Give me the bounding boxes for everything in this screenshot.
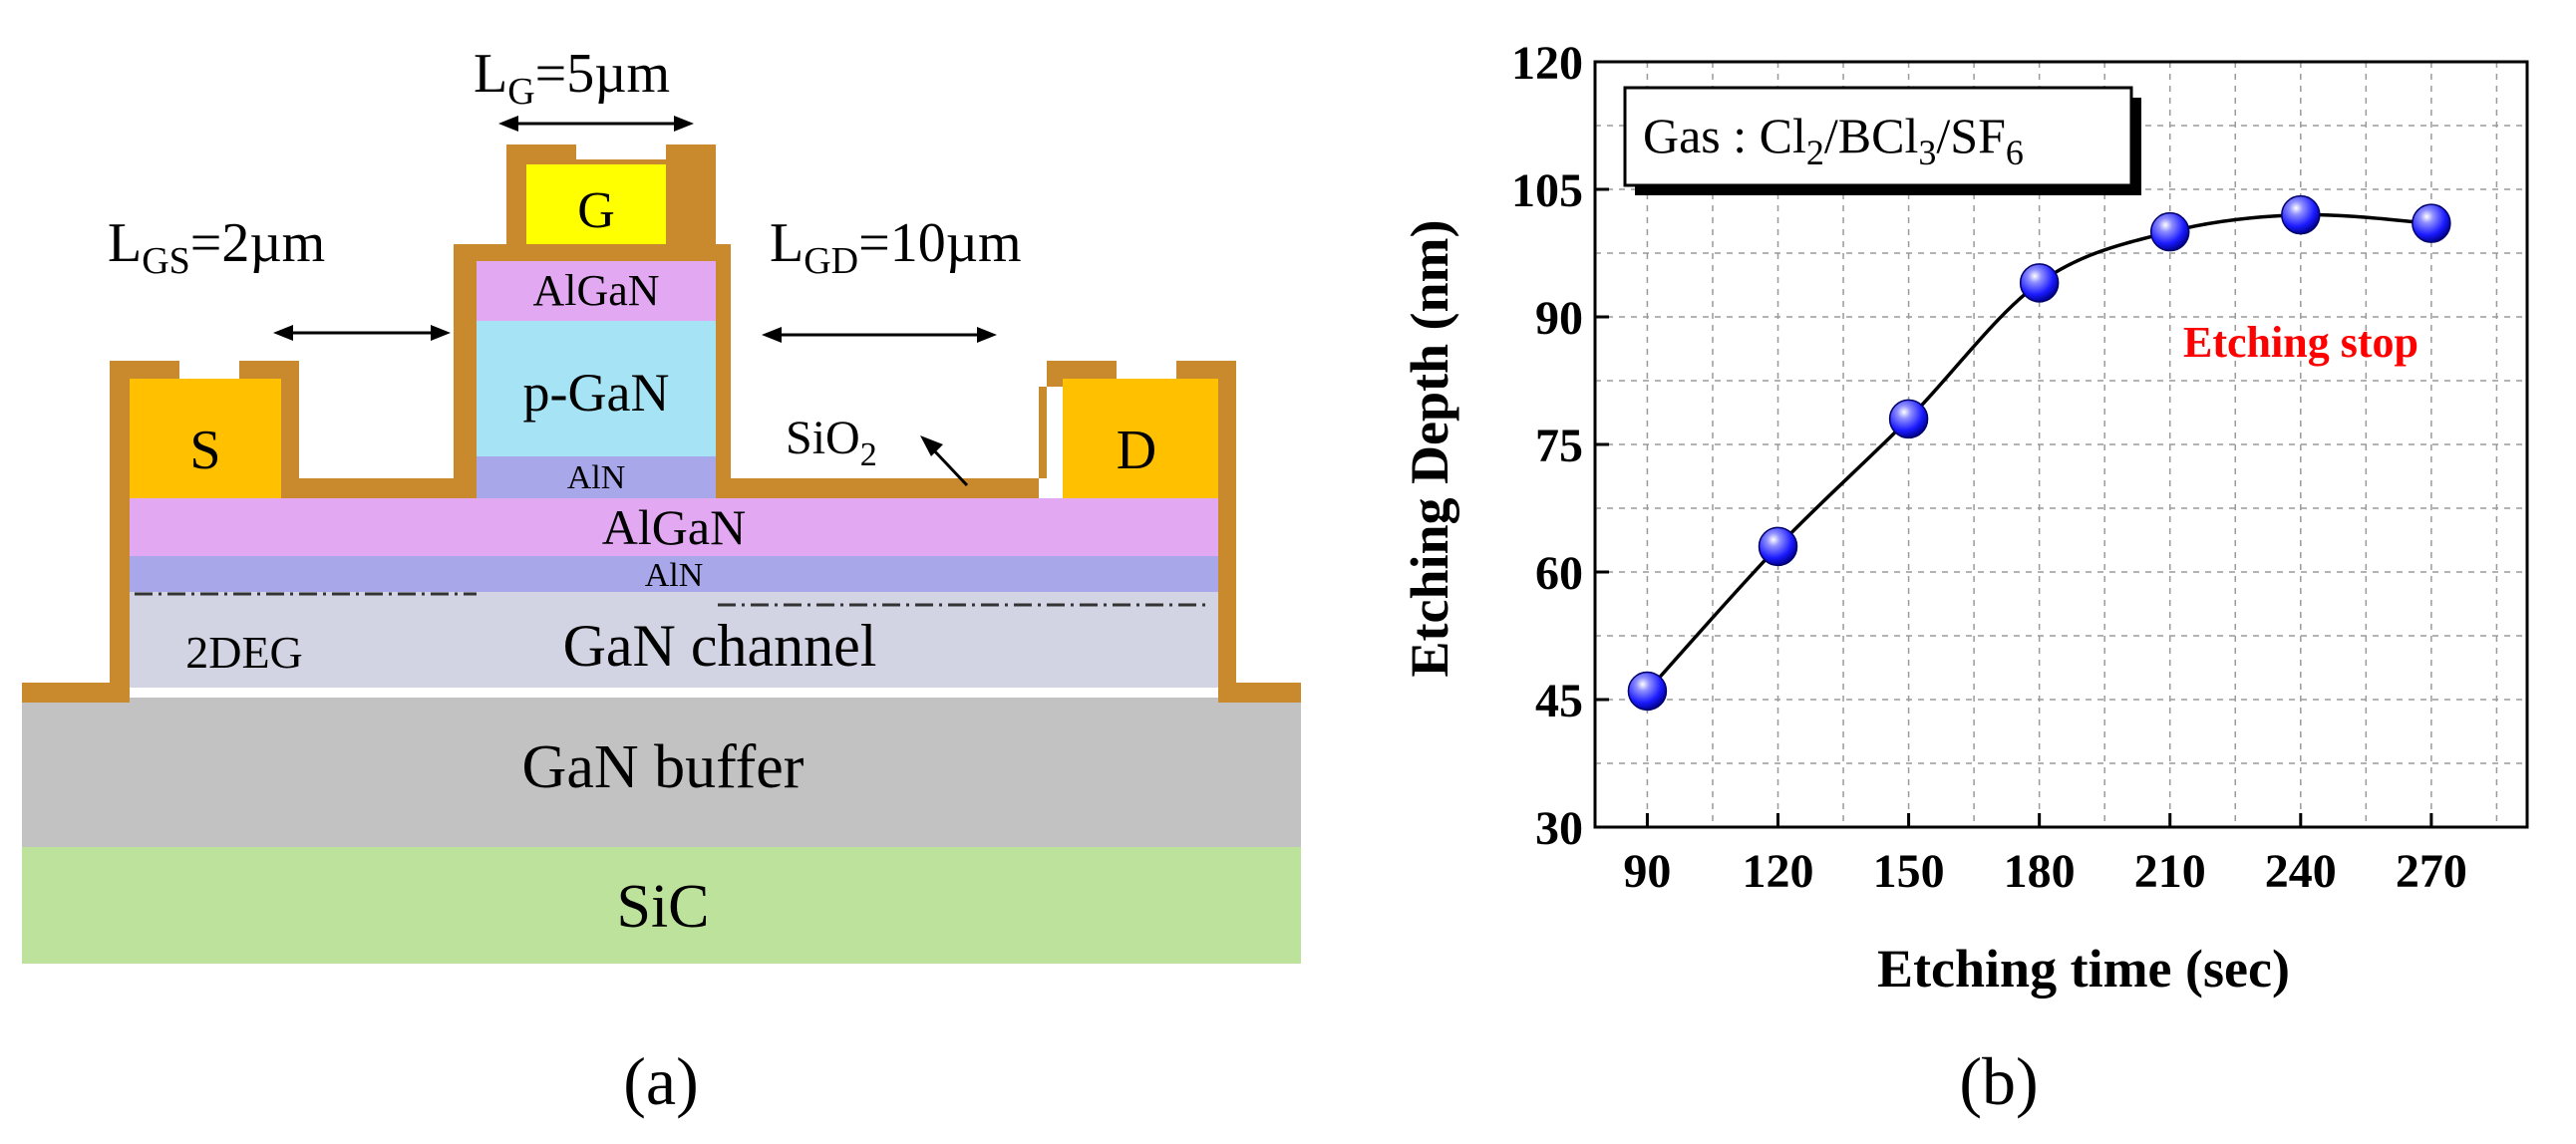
p-gan-label: p-GaN [523, 363, 670, 423]
etching-stop-annotation: Etching stop [2183, 318, 2418, 367]
x-tick-label: 180 [2004, 845, 2076, 898]
y-axis-label: Etching Depth (nm) [1400, 219, 1459, 677]
y-tick-label: 105 [1511, 164, 1583, 217]
gate-algan-layer [477, 261, 716, 321]
data-point [1627, 671, 1668, 712]
aln-label: AlN [645, 557, 704, 594]
x-tick-label: 120 [1743, 845, 1814, 898]
y-tick-label: 90 [1535, 292, 1583, 345]
gate-contact [526, 164, 666, 244]
device-cross-section: G S D AlGaN p-GaN AlN AlGaN AlN 2DEG GaN… [22, 43, 1301, 1119]
algan-label: AlGaN [602, 499, 746, 555]
sic-layer [22, 847, 1301, 964]
data-point [1758, 526, 1798, 567]
x-tick-label: 90 [1623, 845, 1671, 898]
p-gan-layer [477, 321, 716, 456]
data-point [1888, 399, 1929, 439]
lg-arrow-head-right [674, 116, 694, 132]
algan-layer [130, 498, 1218, 556]
2deg-label: 2DEG [185, 627, 303, 678]
x-tick-label: 150 [1873, 845, 1945, 898]
lgs-dimension-label: LGS=2µm [108, 212, 325, 282]
data-points [1627, 194, 2451, 712]
lgd-arrow-head-right [977, 327, 997, 343]
x-tick-label: 270 [2396, 845, 2467, 898]
sio2-label: SiO2 [786, 412, 877, 473]
data-point [2149, 211, 2190, 252]
sic-label: SiC [616, 873, 709, 941]
y-tick-label: 120 [1511, 37, 1583, 90]
gan-buffer-label: GaN buffer [522, 733, 805, 801]
gate-label: G [577, 182, 615, 239]
y-axis-ticks: 30 45 60 75 90 105 120 [1511, 37, 1609, 855]
lg-dimension-label: LG=5µm [474, 43, 670, 113]
source-contact [130, 379, 281, 498]
source-label: S [189, 420, 220, 481]
x-axis-label: Etching time (sec) [1877, 939, 2290, 999]
sio2-pointer-head [920, 435, 943, 456]
data-point [2019, 263, 2060, 303]
drain-label: D [1117, 420, 1156, 481]
x-axis-ticks: 90 120 150 180 210 240 270 [1623, 813, 2467, 898]
y-tick-label: 45 [1535, 675, 1583, 727]
lgs-arrow-head-left [273, 325, 293, 341]
data-point [2412, 203, 2451, 243]
etching-depth-chart: 30 45 60 75 90 105 120 90 120 150 180 210 240 270 Ga… [1400, 37, 2529, 1119]
sio2-pointer [930, 446, 969, 487]
x-tick-label: 210 [2134, 845, 2206, 898]
lgd-dimension-label: LGD=10µm [770, 212, 1022, 282]
data-point [2281, 194, 2321, 235]
grid-lines [1595, 62, 2527, 827]
gan-channel-layer [130, 592, 1218, 688]
y-tick-label: 75 [1535, 420, 1583, 472]
gate-aln-layer [477, 456, 716, 498]
drain-contact [1063, 379, 1218, 498]
gan-channel-label: GaN channel [563, 613, 877, 679]
plot-frame [1593, 60, 2529, 829]
aln-layer [130, 556, 1218, 592]
lgs-arrow-head-right [431, 325, 451, 341]
panel-a-caption: (a) [623, 1043, 698, 1119]
y-tick-label: 60 [1535, 547, 1583, 600]
legend-box [1623, 86, 2133, 187]
x-tick-label: 240 [2265, 845, 2337, 898]
y-tick-label: 30 [1535, 802, 1583, 855]
gate-aln-label: AlN [567, 459, 626, 496]
panel-b-caption: (b) [1959, 1043, 2038, 1119]
gate-algan-label: AlGaN [532, 266, 659, 315]
lg-arrow-head-left [498, 116, 518, 132]
legend-text: Gas : Cl2/BCl3/SF6 [1643, 108, 2024, 172]
lgd-arrow-head-left [762, 327, 782, 343]
gan-buffer-layer [22, 698, 1301, 847]
